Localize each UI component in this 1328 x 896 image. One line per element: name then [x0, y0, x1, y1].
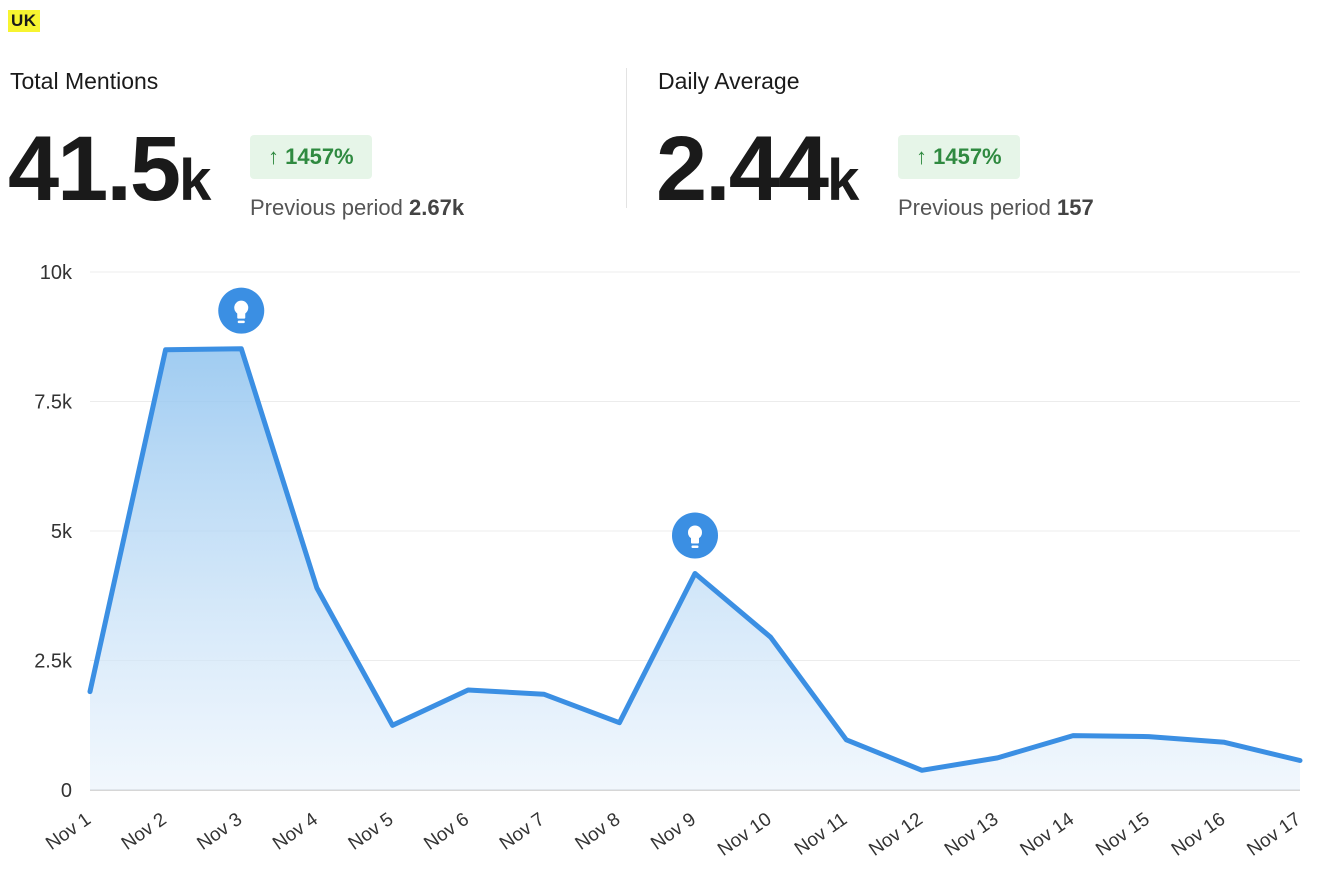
x-tick-label: Nov 6 [420, 809, 473, 855]
data-point[interactable] [538, 688, 550, 700]
metric-divider [626, 68, 627, 208]
previous-period-label: Previous period [898, 195, 1051, 220]
data-point[interactable] [916, 764, 928, 776]
lightbulb-icon[interactable] [218, 287, 265, 334]
previous-period: Previous period 2.67k [250, 195, 464, 221]
x-tick-label: Nov 11 [791, 809, 851, 860]
data-point[interactable] [689, 567, 701, 579]
data-point[interactable] [765, 631, 777, 643]
data-point[interactable] [84, 686, 96, 698]
x-tick-label: Nov 7 [496, 809, 549, 855]
previous-period-value: 157 [1057, 195, 1094, 220]
x-tick-label: Nov 17 [1244, 809, 1305, 861]
data-point[interactable] [1067, 730, 1079, 742]
metric-label: Daily Average [658, 68, 800, 94]
y-tick-label: 2.5k [34, 651, 73, 673]
previous-period-value: 2.67k [409, 195, 465, 220]
y-tick-label: 0 [61, 780, 72, 802]
x-tick-label: Nov 4 [269, 809, 322, 855]
metric-value-unit: k [179, 148, 212, 213]
x-tick-label: Nov 2 [118, 809, 171, 855]
x-tick-label: Nov 13 [941, 809, 1002, 861]
y-tick-label: 10k [40, 262, 73, 284]
x-tick-label: Nov 16 [1168, 809, 1229, 861]
x-tick-label: Nov 1 [42, 809, 95, 855]
data-point[interactable] [311, 582, 323, 594]
metric-label: Total Mentions [10, 68, 159, 94]
lightbulb-icon[interactable] [672, 512, 718, 559]
region-tag: UK [8, 10, 40, 32]
previous-period-label: Previous period [250, 195, 403, 220]
data-point[interactable] [235, 343, 247, 355]
metric-value: 41.5k [8, 123, 211, 215]
metric-value-number: 41.5 [8, 118, 181, 220]
x-tick-label: Nov 5 [345, 809, 398, 855]
delta-badge: ↑ 1457% [898, 135, 1020, 179]
metric-value-unit: k [827, 148, 860, 213]
total-mentions-card: Total Mentions 41.5k ↑ 1457% Previous pe… [8, 68, 464, 220]
data-point[interactable] [160, 344, 172, 356]
data-point[interactable] [613, 717, 625, 729]
x-tick-label: Nov 15 [1092, 809, 1153, 861]
series-area [90, 348, 1300, 790]
data-point[interactable] [992, 752, 1004, 764]
previous-period: Previous period 157 [898, 195, 1094, 221]
metric-value-number: 2.44 [656, 118, 829, 220]
x-tick-label: Nov 9 [647, 809, 700, 855]
data-point[interactable] [1294, 754, 1306, 766]
x-tick-label: Nov 10 [714, 809, 775, 861]
data-point[interactable] [387, 719, 399, 731]
data-point[interactable] [1218, 736, 1230, 748]
series-line [87, 346, 1303, 773]
x-tick-label: Nov 12 [865, 809, 926, 861]
daily-average-card: Daily Average 2.44k ↑ 1457% Previous per… [656, 68, 1094, 220]
y-tick-label: 7.5k [34, 392, 73, 414]
x-tick-label: Nov 8 [572, 809, 625, 855]
y-tick-label: 5k [51, 521, 73, 543]
x-tick-label: Nov 3 [193, 809, 246, 855]
data-point[interactable] [840, 734, 852, 746]
metric-value: 2.44k [656, 123, 859, 215]
data-point[interactable] [1143, 731, 1155, 743]
data-point[interactable] [462, 684, 474, 696]
x-tick-label: Nov 14 [1017, 809, 1079, 861]
delta-badge: ↑ 1457% [250, 135, 372, 179]
